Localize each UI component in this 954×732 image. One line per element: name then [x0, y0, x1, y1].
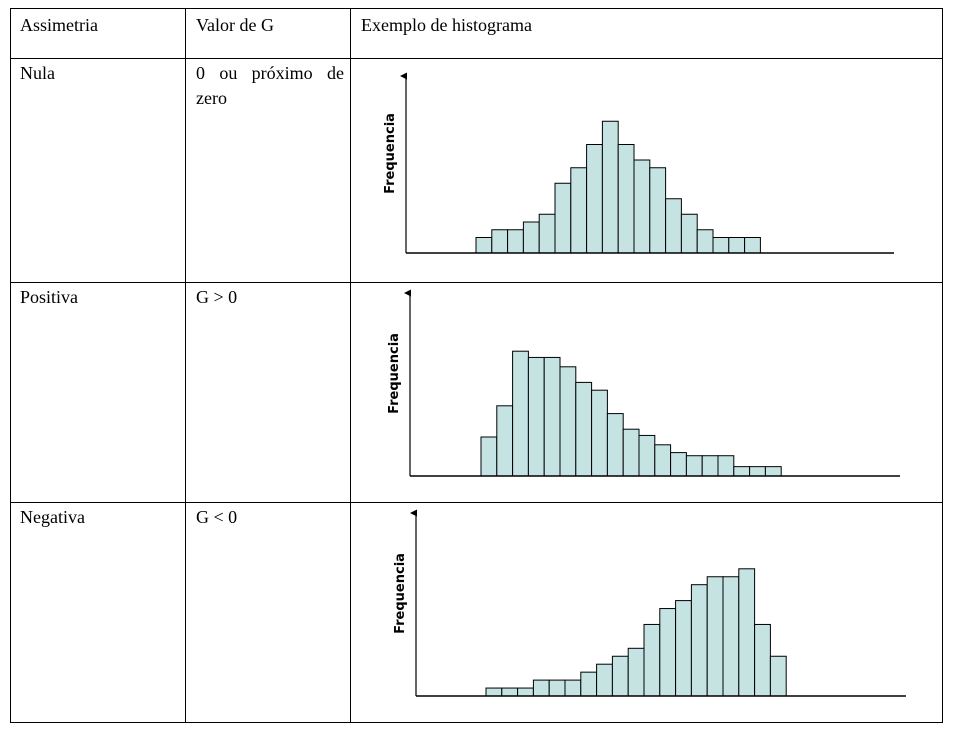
histogram-bar: [675, 600, 692, 697]
row-asymmetry-label: Positiva: [20, 287, 79, 307]
histogram-bar: [564, 679, 582, 697]
histogram-positive-skew: Frequencia: [387, 289, 900, 477]
column-divider: [350, 9, 351, 722]
histogram-bar: [738, 568, 756, 697]
histogram-bar: [717, 455, 735, 477]
y-axis-label: Frequencia: [393, 553, 408, 634]
histogram-bar: [643, 623, 661, 697]
header-divider: [11, 58, 942, 59]
row-asymmetry-label: Negativa: [20, 507, 85, 527]
histogram-bar: [733, 466, 751, 477]
histogram-bar: [754, 623, 771, 697]
row-g-value: G > 0: [196, 287, 238, 307]
histogram-bar: [496, 405, 514, 477]
row-asymmetry-label: Nula: [20, 63, 55, 83]
histogram-bar: [722, 576, 740, 697]
histogram-bar: [611, 655, 629, 697]
histogram-bar: [491, 229, 509, 254]
histogram-bar: [475, 237, 493, 254]
row-g-value: 0 ou próximo de zero: [196, 63, 344, 108]
row-g-value: G < 0: [196, 507, 238, 527]
histogram-bar: [685, 455, 703, 477]
histogram-bar: [532, 679, 550, 697]
histogram-bar: [570, 167, 588, 254]
histogram-bar: [501, 687, 519, 697]
histogram-bar: [522, 221, 540, 254]
row-divider: [11, 502, 942, 503]
y-axis-label: Frequencia: [383, 113, 398, 194]
header-valor-de-g: Valor de G: [196, 15, 274, 35]
histogram-bar: [586, 144, 603, 254]
histogram-bar: [744, 237, 761, 254]
histogram-bar: [606, 413, 624, 477]
histogram-bar: [659, 608, 677, 697]
column-divider: [185, 9, 186, 722]
histogram-bar: [680, 213, 698, 254]
histogram-bar: [728, 237, 746, 254]
histogram-bar: [764, 466, 782, 477]
row-divider: [11, 282, 942, 283]
histogram-bar: [701, 455, 719, 477]
histogram-bar: [480, 436, 498, 477]
histogram-bar: [622, 428, 640, 477]
histogram-bar: [575, 381, 593, 477]
histogram-symmetric: Frequencia: [383, 72, 894, 254]
histogram-bar: [485, 687, 503, 697]
histogram-bar: [527, 356, 545, 477]
histogram-bar: [706, 576, 724, 697]
histogram-bar: [649, 167, 667, 254]
histogram-negative-skew: Frequencia: [393, 509, 906, 697]
histogram-bar: [596, 663, 613, 697]
histogram-bar: [543, 356, 561, 477]
header-assimetria: Assimetria: [20, 15, 98, 35]
histogram-bar: [617, 144, 635, 254]
histogram-bar: [517, 687, 534, 697]
header-exemplo-histograma: Exemplo de histograma: [361, 15, 532, 35]
histogram-bar: [749, 466, 766, 477]
histogram-bar: [601, 120, 619, 254]
asymmetry-table: Assimetria Valor de G Exemplo de histogr…: [10, 8, 943, 723]
histogram-bar: [633, 159, 651, 254]
histogram-bar: [627, 647, 645, 697]
histogram-bar: [548, 679, 566, 697]
histogram-bar: [591, 389, 608, 477]
histogram-bar: [538, 213, 556, 254]
histogram-bar: [665, 198, 682, 254]
y-axis-label: Frequencia: [387, 333, 402, 414]
histogram-bar: [638, 434, 656, 477]
histogram-bar: [690, 584, 708, 697]
histogram-bar: [696, 229, 714, 254]
histogram-bar: [507, 229, 524, 254]
histogram-bar: [559, 366, 577, 477]
histogram-bar: [712, 237, 730, 254]
histogram-bar: [512, 350, 529, 477]
histogram-bar: [554, 182, 572, 254]
histogram-bar: [580, 671, 598, 697]
histogram-bar: [769, 655, 787, 697]
histogram-bar: [654, 444, 672, 477]
histogram-bar: [670, 452, 687, 477]
